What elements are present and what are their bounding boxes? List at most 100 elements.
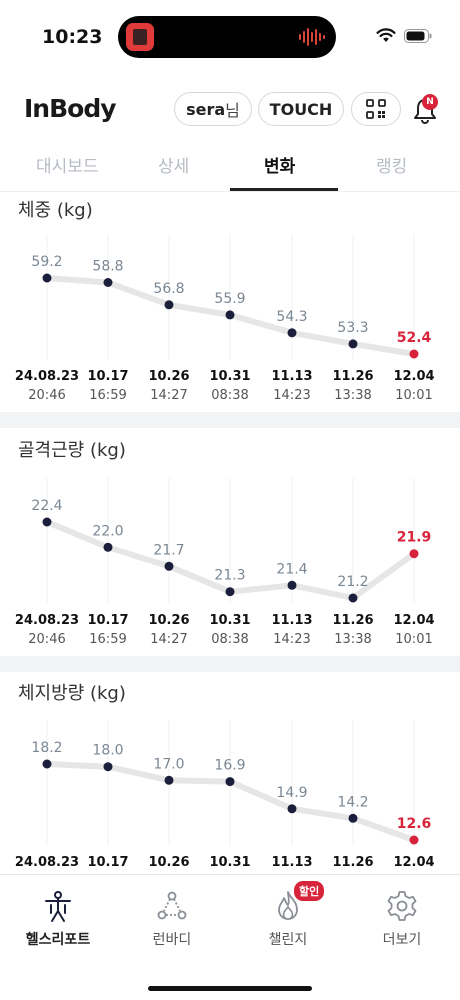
user-profile-button[interactable]: sera 님	[174, 92, 252, 126]
data-label: 18.2	[31, 740, 62, 756]
main-tabs: 대시보드 상세 변화 랭킹	[0, 140, 460, 192]
data-label: 56.8	[153, 281, 184, 297]
qr-code-button[interactable]	[351, 92, 401, 126]
fat-chart: 18.224.08.2320:4618.010.1716:5917.010.26…	[0, 714, 460, 874]
app-header: InBody sera 님 TOUCH N	[0, 90, 460, 130]
data-label: 22.4	[31, 498, 62, 514]
data-label: 16.9	[214, 758, 245, 774]
audio-waveform-icon	[299, 28, 325, 46]
data-point	[287, 804, 297, 814]
section-divider	[0, 656, 460, 672]
x-time-label: 10:01	[395, 632, 432, 647]
x-tick-label: 10.26	[148, 855, 189, 870]
x-tick-label: 11.26	[332, 855, 373, 870]
data-point	[103, 278, 113, 287]
data-point	[164, 561, 174, 571]
data-label: 21.7	[153, 542, 184, 558]
data-label: 52.4	[397, 330, 432, 346]
data-label: 59.2	[31, 254, 62, 270]
data-label: 18.0	[92, 743, 123, 759]
data-label: 17.0	[153, 756, 184, 772]
x-tick-label: 11.13	[271, 369, 312, 384]
data-point	[225, 587, 235, 597]
challenge-icon	[278, 891, 298, 920]
x-tick-label: 10.17	[87, 855, 128, 870]
active-tab-indicator	[230, 188, 338, 191]
x-time-label: 13:38	[334, 632, 371, 647]
battery-icon	[404, 28, 432, 43]
x-tick-label: 12.04	[393, 369, 434, 384]
user-name: sera	[186, 99, 226, 119]
data-point	[164, 300, 174, 310]
tab-ranking[interactable]: 랭킹	[376, 157, 408, 177]
data-point	[348, 593, 358, 603]
status-bar: 10:23	[0, 0, 460, 76]
data-label: 21.2	[337, 574, 368, 590]
data-point	[409, 835, 419, 845]
nav-label: 헬스리포트	[25, 932, 91, 948]
x-tick-label: 10.26	[148, 369, 189, 384]
data-label: 14.9	[276, 785, 307, 801]
nav-health-report[interactable]: 헬스리포트	[8, 889, 108, 949]
muscle-chart-title: 골격근량 (kg)	[18, 440, 126, 461]
x-tick-label: 24.08.23	[15, 613, 79, 628]
data-point	[103, 542, 113, 552]
x-time-label: 16:59	[89, 632, 126, 647]
nav-label: 더보기	[382, 932, 422, 948]
x-tick-label: 12.04	[393, 855, 434, 870]
data-label: 21.3	[214, 568, 245, 584]
weight-chart-svg: 59.2 24.08.23 20:46 58.8 10.17 16:59 56.8 10.26…	[15, 234, 435, 403]
inbody-logo: InBody	[24, 94, 117, 123]
data-point	[225, 310, 235, 320]
muscle-chart: 22.4 24.08.23 20:46 22.0 10.17 16:59 21.7 10.26…	[0, 472, 460, 656]
tab-dashboard[interactable]: 대시보드	[36, 157, 99, 177]
wifi-icon	[376, 28, 396, 42]
data-label: 53.3	[337, 320, 368, 336]
data-label: 21.9	[397, 530, 432, 546]
tab-change[interactable]: 변화	[264, 157, 296, 177]
now-playing-app-icon	[126, 23, 154, 51]
x-time-label: 14:27	[150, 632, 187, 647]
data-label: 21.4	[276, 561, 307, 577]
x-time-label: 08:38	[211, 632, 248, 647]
data-point	[42, 517, 52, 527]
nav-label: 챌린지	[268, 932, 308, 948]
nav-runbody[interactable]: 런바디	[122, 889, 222, 949]
data-point	[409, 549, 419, 559]
nav-challenge[interactable]: 할인 챌린지	[238, 881, 338, 949]
user-name-suffix: 님	[225, 101, 240, 120]
x-time-label: 14:27	[150, 388, 187, 403]
nav-label: 런바디	[152, 932, 192, 948]
data-point	[103, 762, 113, 772]
x-time-label: 14:23	[273, 632, 310, 647]
x-tick-label: 11.26	[332, 369, 373, 384]
runbody-icon	[157, 891, 187, 920]
x-time-label: 13:38	[334, 388, 371, 403]
data-point	[42, 273, 52, 283]
x-tick-label: 24.08.23	[15, 855, 79, 870]
data-point	[225, 777, 235, 787]
x-tick-label: 10.31	[209, 369, 250, 384]
section-divider	[0, 412, 460, 428]
data-label: 54.3	[276, 309, 307, 325]
data-point	[348, 339, 358, 349]
data-point	[42, 759, 52, 769]
x-time-label: 10:01	[395, 388, 432, 403]
health-report-icon	[45, 891, 71, 922]
dynamic-island	[118, 16, 336, 58]
x-tick-label: 10.26	[148, 613, 189, 628]
data-label: 12.6	[397, 816, 432, 832]
x-tick-label: 10.31	[209, 613, 250, 628]
x-tick-label: 10.17	[87, 613, 128, 628]
touch-button[interactable]: TOUCH	[258, 92, 344, 126]
data-label: 55.9	[214, 291, 245, 307]
notification-badge: N	[422, 94, 438, 110]
nav-more[interactable]: 더보기	[352, 889, 452, 949]
data-point	[164, 775, 174, 785]
status-icons	[376, 28, 432, 43]
x-tick-label: 10.17	[87, 369, 128, 384]
fat-chart-svg: 18.224.08.2320:4618.010.1716:5917.010.26…	[15, 720, 435, 870]
tab-detail[interactable]: 상세	[158, 157, 190, 177]
data-point	[348, 813, 358, 823]
data-point	[409, 349, 419, 359]
